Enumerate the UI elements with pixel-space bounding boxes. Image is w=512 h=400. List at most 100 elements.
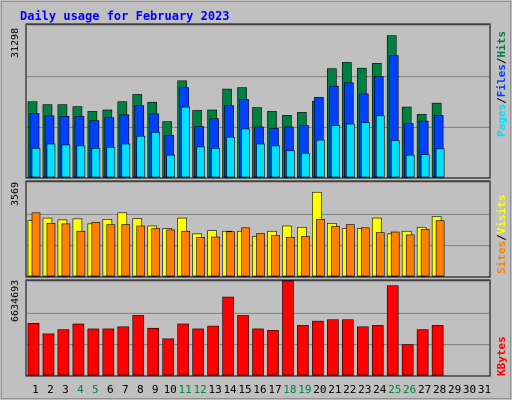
- x-tick-label: 28: [433, 383, 446, 396]
- sites-bar: [196, 236, 205, 277]
- x-tick-label: 17: [268, 383, 281, 396]
- sites-bar: [375, 232, 385, 277]
- x-tick-label: 5: [92, 383, 99, 396]
- legend-top-text: Pages/Files/Hits: [495, 31, 508, 137]
- sites-bar: [316, 219, 325, 277]
- bottom-panel-max-label: 6634693: [10, 280, 21, 322]
- pages-bar: [211, 148, 220, 178]
- legend-bottom-text: KBytes: [495, 336, 508, 376]
- kbytes-bar: [401, 344, 414, 376]
- sites-bar: [31, 212, 41, 277]
- kbytes-bar: [177, 323, 189, 376]
- sites-bar: [301, 236, 310, 277]
- kbytes-bar: [72, 323, 85, 376]
- pages-bar: [316, 139, 325, 178]
- sites-bar: [286, 236, 295, 277]
- pages-bar: [360, 122, 370, 178]
- x-tick-label: 12: [194, 383, 207, 396]
- x-tick-label: 16: [253, 383, 266, 396]
- kbytes-bar: [222, 296, 234, 376]
- x-tick-label: 27: [418, 383, 431, 396]
- legend-entry: KBytes: [495, 336, 508, 376]
- kbytes-bar: [192, 328, 204, 376]
- x-tick-label: 30: [463, 383, 476, 396]
- sites-bar: [151, 228, 161, 277]
- sites-bar: [181, 230, 190, 277]
- legend-entry: Hits: [495, 31, 508, 58]
- kbytes-bar: [42, 333, 55, 376]
- x-tick-label: 2: [47, 383, 54, 396]
- kbytes-bar: [297, 325, 309, 376]
- x-tick-label: 23: [358, 383, 371, 396]
- x-tick-label: 19: [298, 383, 311, 396]
- top-panel-max-label: 31298: [10, 28, 21, 58]
- chart-marks: [27, 35, 445, 376]
- sites-bar: [331, 226, 340, 277]
- x-tick-label: 4: [77, 383, 84, 396]
- top-panel-legend: Pages/Files/Hits: [495, 31, 508, 137]
- kbytes-bar: [132, 315, 145, 376]
- sites-bar: [76, 230, 86, 277]
- sites-bar: [91, 221, 101, 277]
- x-tick-label: 13: [208, 383, 221, 396]
- legend-entry: Visits: [495, 195, 508, 235]
- kbytes-bar: [117, 326, 130, 376]
- kbytes-bar: [267, 330, 279, 376]
- kbytes-bar: [162, 338, 175, 376]
- legend-entry: Pages: [495, 104, 508, 137]
- x-tick-label: 7: [122, 383, 129, 396]
- sites-bar: [360, 227, 370, 277]
- pages-bar: [31, 148, 41, 178]
- legend-entry: /: [495, 234, 508, 241]
- kbytes-bar: [327, 319, 339, 376]
- kbytes-bar: [431, 325, 444, 376]
- x-tick-label: 29: [448, 383, 461, 396]
- pages-bar: [151, 132, 161, 178]
- kbytes-bar: [356, 326, 369, 376]
- legend-entry: /: [495, 97, 508, 104]
- pages-bar: [346, 123, 355, 178]
- pages-bar: [256, 143, 265, 178]
- kbytes-bar: [252, 328, 264, 376]
- pages-bar: [286, 150, 295, 178]
- bottom-panel-legend: KBytes: [495, 336, 508, 376]
- kbytes-bar: [282, 280, 294, 376]
- pages-bar: [106, 147, 116, 178]
- pages-bar: [181, 106, 190, 178]
- kbytes-bar: [147, 327, 160, 376]
- sites-bar: [61, 223, 71, 277]
- legend-entry: /: [495, 57, 508, 64]
- pages-bar: [136, 135, 146, 178]
- legend-entry: Sites: [495, 241, 508, 274]
- kbytes-bar: [371, 325, 384, 376]
- sites-bar: [211, 236, 220, 277]
- x-tick-label: 14: [223, 383, 237, 396]
- kbytes-bar: [57, 329, 70, 376]
- x-tick-label: 10: [164, 383, 177, 396]
- kbytes-bar: [27, 322, 40, 376]
- x-tick-label: 20: [313, 383, 326, 396]
- sites-bar: [136, 225, 146, 277]
- x-tick-label: 9: [152, 383, 159, 396]
- x-axis-labels: 1 2 3 4 5 6 7 8 9 10 11 12 13 14 15 16 17 18 19 20 21 22 23 24 2…: [32, 383, 491, 396]
- pages-bar: [435, 148, 445, 178]
- pages-bar: [121, 143, 131, 178]
- pages-bar: [420, 154, 430, 178]
- chart-title: Daily usage for February 2023: [20, 9, 230, 23]
- x-tick-label: 18: [283, 383, 296, 396]
- kbytes-bar: [386, 285, 399, 376]
- middle-panel-max-label: 3569: [10, 182, 21, 206]
- kbytes-bar: [237, 315, 249, 376]
- x-tick-label: 1: [32, 383, 39, 396]
- x-tick-label: 26: [403, 383, 416, 396]
- legend-entry: Files: [495, 64, 508, 97]
- kbytes-bar: [312, 320, 324, 376]
- x-tick-label: 25: [388, 383, 401, 396]
- pages-bar: [241, 128, 250, 178]
- sites-bar: [166, 229, 176, 277]
- x-tick-label: 8: [137, 383, 144, 396]
- middle-panel-legend: Sites/Visits: [495, 195, 508, 275]
- kbytes-bar: [342, 319, 354, 376]
- legend-middle-text: Sites/Visits: [495, 195, 508, 275]
- pages-bar: [166, 154, 176, 178]
